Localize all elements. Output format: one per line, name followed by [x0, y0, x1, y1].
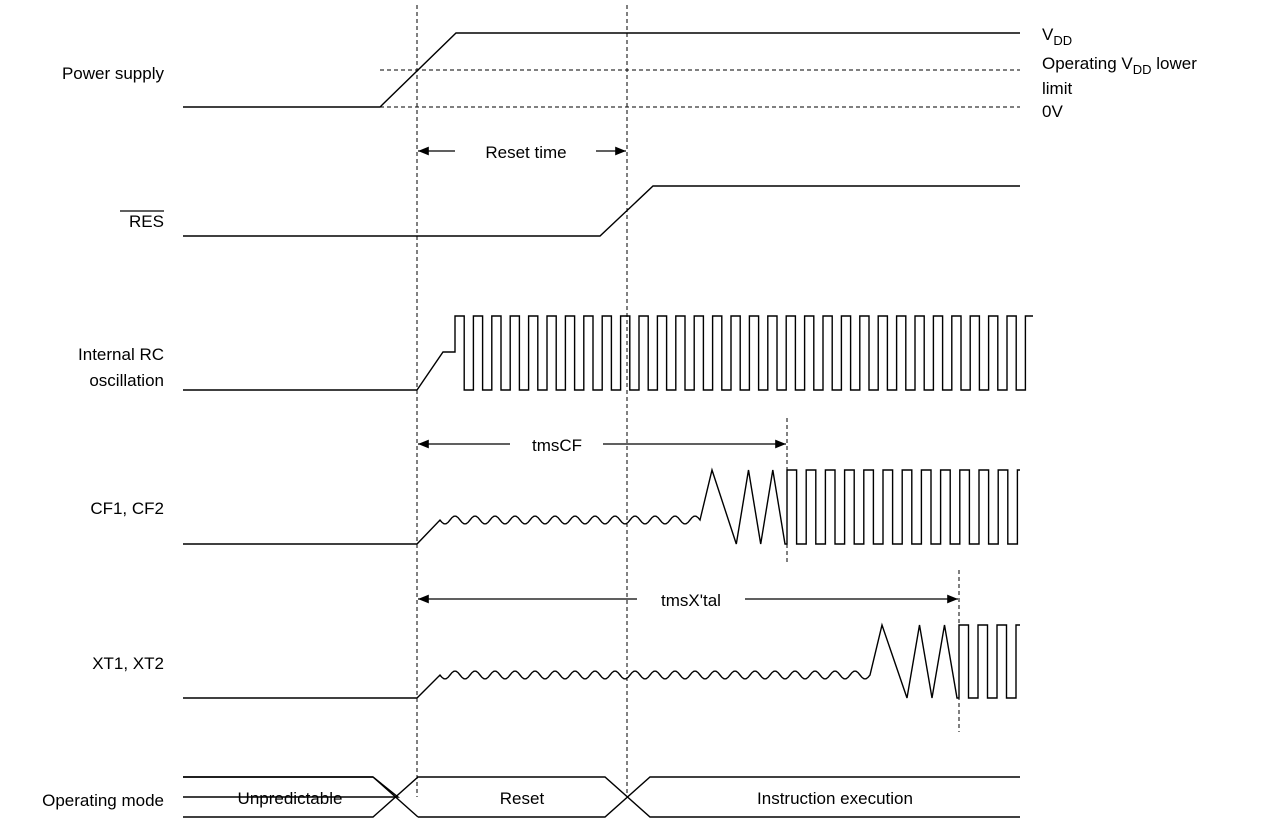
cf-waveform: [183, 467, 1020, 545]
vdd-lower-limit-label: Operating VDD lower: [1042, 54, 1197, 77]
operating-mode-bus: [183, 776, 1020, 818]
mode-instruction-execution: Instruction execution: [757, 789, 913, 808]
rc-label-line2: oscillation: [89, 371, 164, 390]
vdd-label: VDD: [1042, 25, 1072, 48]
power-supply-label: Power supply: [62, 64, 165, 83]
internal-rc-waveform: [183, 315, 1033, 391]
rc-label-line1: Internal RC: [78, 345, 164, 364]
tmscf-label: tmsCF: [532, 436, 582, 455]
res-label: RES: [129, 212, 164, 231]
zero-volt-label: 0V: [1042, 102, 1063, 121]
res-waveform: [183, 185, 1020, 237]
tmsxtal-label: tmsX'tal: [661, 591, 721, 610]
vdd-lower-limit-label-line2: limit: [1042, 79, 1072, 98]
power-supply-waveform: [183, 32, 1020, 108]
mode-reset: Reset: [500, 789, 545, 808]
mode-unpredictable: Unpredictable: [238, 789, 343, 808]
reset-time-label: Reset time: [485, 143, 566, 162]
cf-label: CF1, CF2: [90, 499, 164, 518]
operating-mode-label: Operating mode: [42, 791, 164, 810]
xt-waveform: [183, 622, 1020, 699]
xt-label: XT1, XT2: [92, 654, 164, 673]
